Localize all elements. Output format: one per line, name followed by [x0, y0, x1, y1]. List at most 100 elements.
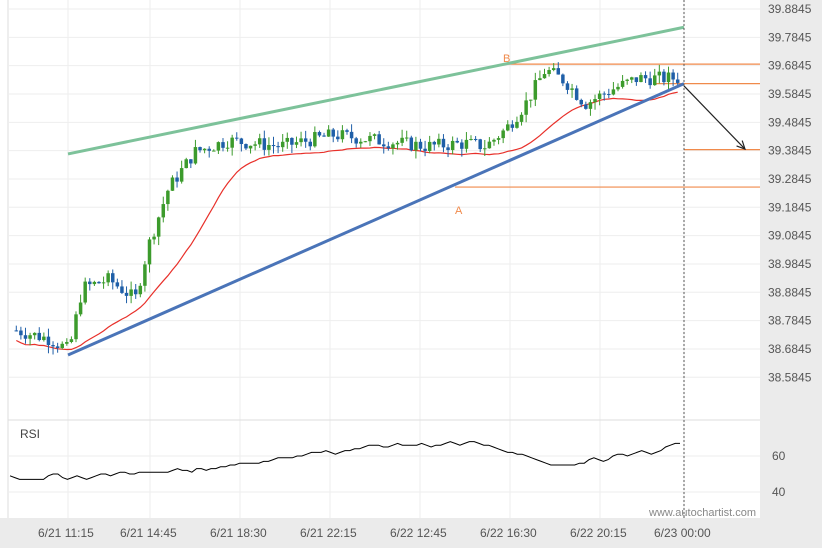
candle-body: [538, 78, 542, 81]
price-tick-label: 38.9845: [768, 257, 812, 271]
candle-body: [630, 77, 634, 80]
time-tick-label: 6/21 14:45: [120, 526, 177, 540]
candle-body: [83, 281, 87, 303]
candle-body: [643, 75, 648, 79]
candle-body: [510, 124, 515, 128]
candle-body: [336, 136, 340, 140]
candle-body: [455, 140, 459, 143]
candle-body: [55, 346, 60, 349]
candle-body: [607, 94, 611, 96]
moving-average-line: [16, 91, 678, 351]
rsi-tick-label: 40: [772, 485, 786, 499]
price-tick-label: 39.0845: [768, 229, 812, 243]
candle-body: [262, 138, 267, 150]
candle-body: [74, 314, 78, 340]
candle-body: [271, 144, 276, 147]
candle-body: [395, 142, 400, 145]
candle-body: [409, 137, 414, 151]
time-axis-band: [0, 518, 822, 548]
price-axis-labels: 39.8845 39.7845 39.6845 39.5845 39.4845 39.38…: [768, 2, 812, 384]
rsi-panel: 60 40: [8, 441, 786, 499]
candle-body: [143, 264, 147, 286]
candle-body: [363, 141, 368, 143]
candle-body: [189, 159, 193, 164]
candle-body: [515, 121, 519, 128]
candle-body: [418, 141, 423, 149]
candle-body: [634, 77, 639, 83]
candle-body: [198, 147, 202, 151]
candle-body: [404, 137, 409, 139]
pattern-point-b: B: [503, 53, 510, 65]
candle-body: [331, 129, 335, 137]
candle-body: [115, 282, 120, 287]
candle-body: [349, 131, 354, 139]
candle-body: [101, 282, 106, 284]
candle-body: [244, 144, 248, 149]
pattern-point-a: A: [455, 205, 463, 217]
candle-body: [276, 146, 280, 148]
time-tick-label: 6/21 18:30: [210, 526, 267, 540]
candle-body: [561, 74, 565, 84]
candle-body: [639, 75, 643, 83]
candle-body: [487, 141, 492, 149]
candle-body: [120, 286, 124, 293]
candle-body: [597, 93, 602, 100]
candle-body: [65, 341, 69, 344]
candle-body: [28, 335, 32, 339]
candle-body: [299, 138, 303, 143]
candle-body: [129, 289, 133, 296]
candle-body: [473, 138, 478, 140]
candle-body: [359, 141, 363, 144]
candle-body: [42, 336, 46, 341]
candle-body: [225, 147, 230, 149]
time-tick-label: 6/22 16:30: [480, 526, 537, 540]
candle-body: [533, 80, 538, 100]
time-tick-label: 6/23 00:00: [654, 526, 711, 540]
candle-body: [317, 132, 322, 136]
candle-body: [111, 273, 115, 283]
candle-body: [106, 273, 110, 283]
chart-grid: [7, 0, 760, 518]
candle-body: [386, 146, 391, 149]
rsi-tick-label: 60: [772, 449, 786, 463]
candle-body: [179, 168, 184, 182]
candle-body: [616, 86, 620, 90]
candle-body: [46, 336, 51, 346]
watermark: www.autochartist.com: [648, 507, 756, 519]
candle-body: [345, 130, 349, 132]
time-tick-label: 6/21 11:15: [38, 526, 94, 540]
candle-body: [593, 99, 597, 103]
candle-body: [625, 79, 629, 81]
rsi-line: [9, 441, 680, 480]
candle-body: [221, 142, 225, 148]
candle-body: [239, 138, 244, 145]
candle-body: [620, 80, 625, 87]
candle-body: [175, 177, 179, 182]
candle-body: [184, 159, 188, 169]
candle-body: [152, 236, 156, 240]
candle-body: [441, 138, 446, 148]
candle-body: [138, 285, 143, 295]
price-tick-label: 39.3845: [768, 144, 812, 158]
candle-body: [19, 330, 23, 336]
candle-body: [161, 204, 166, 218]
price-tick-label: 39.6845: [768, 59, 812, 73]
time-tick-label: 6/22 12:45: [390, 526, 447, 540]
candle-body: [427, 141, 432, 151]
candle-body: [648, 78, 652, 86]
candle-body: [303, 138, 308, 142]
price-tick-label: 39.1845: [768, 200, 812, 214]
candle-body: [602, 93, 606, 95]
candle-body: [253, 144, 257, 146]
candle-body: [23, 335, 28, 339]
candle-body: [377, 134, 381, 145]
candle-body: [124, 292, 129, 296]
price-tick-label: 39.4845: [768, 115, 812, 129]
candlesticks: [14, 62, 680, 355]
candle-body: [193, 147, 198, 164]
candle-body: [446, 147, 450, 151]
candle-body: [551, 68, 556, 71]
candle-body: [92, 281, 97, 285]
